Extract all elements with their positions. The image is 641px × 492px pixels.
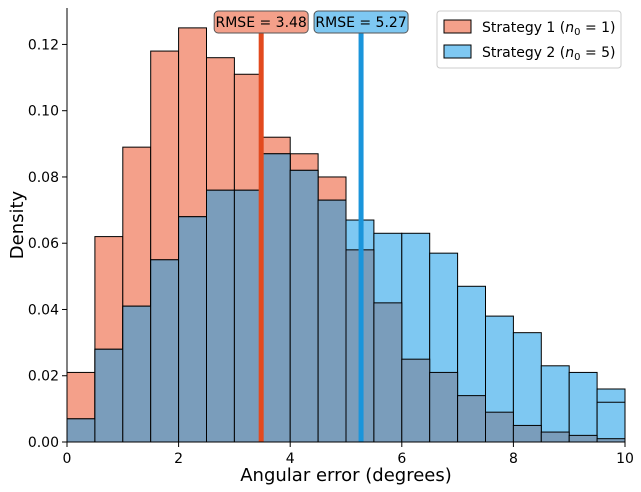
x-tick-label: 4 — [286, 451, 295, 467]
overlap-bar — [401, 358, 431, 443]
overlap-bar — [150, 259, 180, 443]
legend-label: Strategy 2 (n0 = 5) — [482, 45, 616, 63]
overlap-bar — [94, 348, 124, 443]
x-axis-label: Angular error (degrees) — [240, 465, 452, 486]
overlap-bar — [373, 302, 403, 443]
y-axis-label: Density — [7, 190, 28, 259]
overlap-bar — [122, 305, 152, 443]
legend-swatch — [443, 44, 472, 59]
overlap-bar — [429, 371, 459, 443]
rmse-label: RMSE = 3.48 — [216, 15, 307, 31]
legend-label: Strategy 1 (n0 = 1) — [482, 20, 616, 38]
overlap-bars — [66, 153, 626, 443]
axes — [66, 8, 625, 443]
overlap-bar — [178, 216, 208, 443]
strategy-2-bar — [596, 401, 626, 443]
x-tick-label: 6 — [397, 451, 406, 467]
y-tick-label: 0.04 — [28, 302, 59, 318]
y-tick-label: 0.10 — [28, 104, 59, 120]
y-tick-label: 0.08 — [28, 170, 59, 186]
x-tick-label: 0 — [63, 451, 72, 467]
overlap-bar — [66, 418, 96, 443]
x-tick-label: 8 — [509, 451, 518, 467]
legend: Strategy 1 (n0 = 1) Strategy 2 (n0 = 5) — [436, 10, 622, 69]
strategy-2-bar — [568, 371, 598, 443]
ticks: 0 2 4 6 8 10 0.00 0.02 0.04 0.06 0.08 0.10 0.12 — [28, 37, 634, 467]
overlap-bar — [457, 395, 487, 443]
overlap-bar — [233, 189, 263, 443]
overlap-bar — [540, 431, 570, 443]
y-tick-label: 0.00 — [28, 435, 59, 451]
rmse-box — [213, 10, 309, 34]
x-tick-label: 2 — [174, 451, 183, 467]
overlap-bar — [317, 199, 347, 443]
y-tick-label: 0.06 — [28, 236, 59, 252]
y-tick-label: 0.12 — [28, 37, 59, 53]
rmse-annotations: RMSE = 3.48 RMSE = 5.27 — [213, 10, 409, 34]
x-tick-label: 10 — [616, 451, 634, 467]
y-tick-label: 0.02 — [28, 369, 59, 385]
overlap-bar — [512, 424, 542, 443]
overlap-bar — [568, 434, 598, 443]
rmse-lines — [258, 28, 364, 442]
legend-frame — [436, 10, 622, 69]
overlap-bar — [485, 411, 514, 443]
legend-swatch — [443, 19, 472, 34]
rmse-box — [313, 10, 409, 34]
strategy-2-bar — [540, 365, 570, 443]
overlap-bar — [206, 189, 235, 443]
overlap-bar — [261, 153, 291, 443]
rmse-label: RMSE = 5.27 — [315, 15, 406, 31]
overlap-bar — [289, 169, 319, 443]
